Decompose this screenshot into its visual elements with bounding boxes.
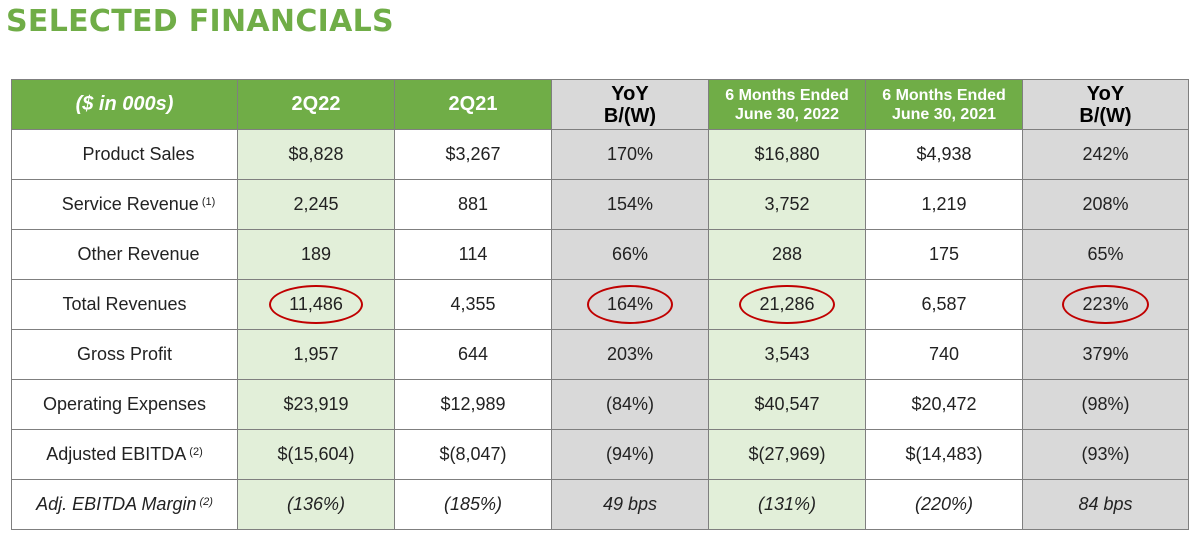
cell-6m-2022: (131%): [708, 479, 866, 530]
row-total-revenues: Total Revenues 11,486 4,355 164% 21,286 …: [11, 279, 1189, 330]
cell-6m-2021: 1,219: [865, 179, 1023, 230]
cell-yoy-quarter: 66%: [551, 229, 709, 280]
cell-yoy-quarter: 170%: [551, 129, 709, 180]
highlight-circle: 11,486: [269, 285, 363, 324]
cell-6m-2021: $(14,483): [865, 429, 1023, 480]
row-label: Gross Profit: [11, 329, 238, 380]
cell-2q21: 881: [394, 179, 552, 230]
cell-yoy-6m: 223%: [1022, 279, 1189, 330]
cell-2q21: 644: [394, 329, 552, 380]
row-other-revenue: Other Revenue 189 114 66% 288 175 65%: [11, 229, 1189, 280]
header-6m-2022: 6 Months Ended June 30, 2022: [708, 79, 866, 130]
cell-2q22: 2,245: [237, 179, 395, 230]
cell-yoy-quarter: (94%): [551, 429, 709, 480]
cell-6m-2021: 6,587: [865, 279, 1023, 330]
cell-2q22: $(15,604): [237, 429, 395, 480]
cell-6m-2021: 740: [865, 329, 1023, 380]
row-adjusted-ebitda: Adjusted EBITDA (2) $(15,604) $(8,047) (9…: [11, 429, 1189, 480]
cell-6m-2022: 288: [708, 229, 866, 280]
cell-2q22: 1,957: [237, 329, 395, 380]
highlight-circle: 21,286: [739, 285, 835, 324]
cell-2q21: $12,989: [394, 379, 552, 430]
header-yoy-6m: YoY B/(W): [1022, 79, 1189, 130]
cell-6m-2022: 3,752: [708, 179, 866, 230]
cell-2q21: 114: [394, 229, 552, 280]
cell-yoy-quarter: 203%: [551, 329, 709, 380]
row-label: Service Revenue (1): [11, 179, 238, 230]
cell-6m-2022: 21,286: [708, 279, 866, 330]
row-label: Adjusted EBITDA (2): [11, 429, 238, 480]
cell-6m-2022: $16,880: [708, 129, 866, 180]
page-title: SELECTED FINANCIALS: [6, 4, 394, 39]
cell-6m-2021: 175: [865, 229, 1023, 280]
row-label: Other Revenue: [11, 229, 238, 280]
row-service-revenue: Service Revenue (1) 2,245 881 154% 3,752 …: [11, 179, 1189, 230]
cell-2q22: (136%): [237, 479, 395, 530]
cell-2q22: 11,486: [237, 279, 395, 330]
header-row: ($ in 000s) 2Q22 2Q21 YoY B/(W) 6 Months …: [11, 79, 1189, 130]
cell-6m-2021: (220%): [865, 479, 1023, 530]
cell-yoy-6m: (98%): [1022, 379, 1189, 430]
cell-yoy-quarter: 164%: [551, 279, 709, 330]
cell-6m-2021: $4,938: [865, 129, 1023, 180]
header-2q21: 2Q21: [394, 79, 552, 130]
cell-yoy-6m: 65%: [1022, 229, 1189, 280]
cell-yoy-quarter: (84%): [551, 379, 709, 430]
cell-2q21: $3,267: [394, 129, 552, 180]
footnote-marker: (2): [199, 496, 213, 508]
row-operating-expenses: Operating Expenses $23,919 $12,989 (84%)…: [11, 379, 1189, 430]
header-yoy-quarter: YoY B/(W): [551, 79, 709, 130]
cell-yoy-quarter: 154%: [551, 179, 709, 230]
financials-table: ($ in 000s) 2Q22 2Q21 YoY B/(W) 6 Months …: [11, 79, 1189, 530]
row-gross-profit: Gross Profit 1,957 644 203% 3,543 740 37…: [11, 329, 1189, 380]
row-label: Total Revenues: [11, 279, 238, 330]
row-adj-ebitda-margin: Adj. EBITDA Margin (2) (136%) (185%) 49 b…: [11, 479, 1189, 530]
cell-yoy-6m: 84 bps: [1022, 479, 1189, 530]
row-label: Operating Expenses: [11, 379, 238, 430]
cell-6m-2021: $20,472: [865, 379, 1023, 430]
cell-2q21: (185%): [394, 479, 552, 530]
header-units: ($ in 000s): [11, 79, 238, 130]
cell-yoy-quarter: 49 bps: [551, 479, 709, 530]
cell-yoy-6m: (93%): [1022, 429, 1189, 480]
cell-2q22: 189: [237, 229, 395, 280]
row-product-sales: Product Sales $8,828 $3,267 170% $16,880…: [11, 129, 1189, 180]
highlight-circle: 223%: [1062, 285, 1149, 324]
row-label: Product Sales: [11, 129, 238, 180]
cell-yoy-6m: 208%: [1022, 179, 1189, 230]
footnote-marker: (2): [189, 446, 203, 458]
row-label: Adj. EBITDA Margin (2): [11, 479, 238, 530]
header-6m-2021: 6 Months Ended June 30, 2021: [865, 79, 1023, 130]
cell-yoy-6m: 379%: [1022, 329, 1189, 380]
footnote-marker: (1): [201, 196, 216, 208]
header-2q22: 2Q22: [237, 79, 395, 130]
cell-6m-2022: $40,547: [708, 379, 866, 430]
cell-2q21: $(8,047): [394, 429, 552, 480]
cell-6m-2022: $(27,969): [708, 429, 866, 480]
cell-2q22: $8,828: [237, 129, 395, 180]
cell-2q21: 4,355: [394, 279, 552, 330]
cell-6m-2022: 3,543: [708, 329, 866, 380]
cell-yoy-6m: 242%: [1022, 129, 1189, 180]
cell-2q22: $23,919: [237, 379, 395, 430]
highlight-circle: 164%: [586, 285, 674, 324]
